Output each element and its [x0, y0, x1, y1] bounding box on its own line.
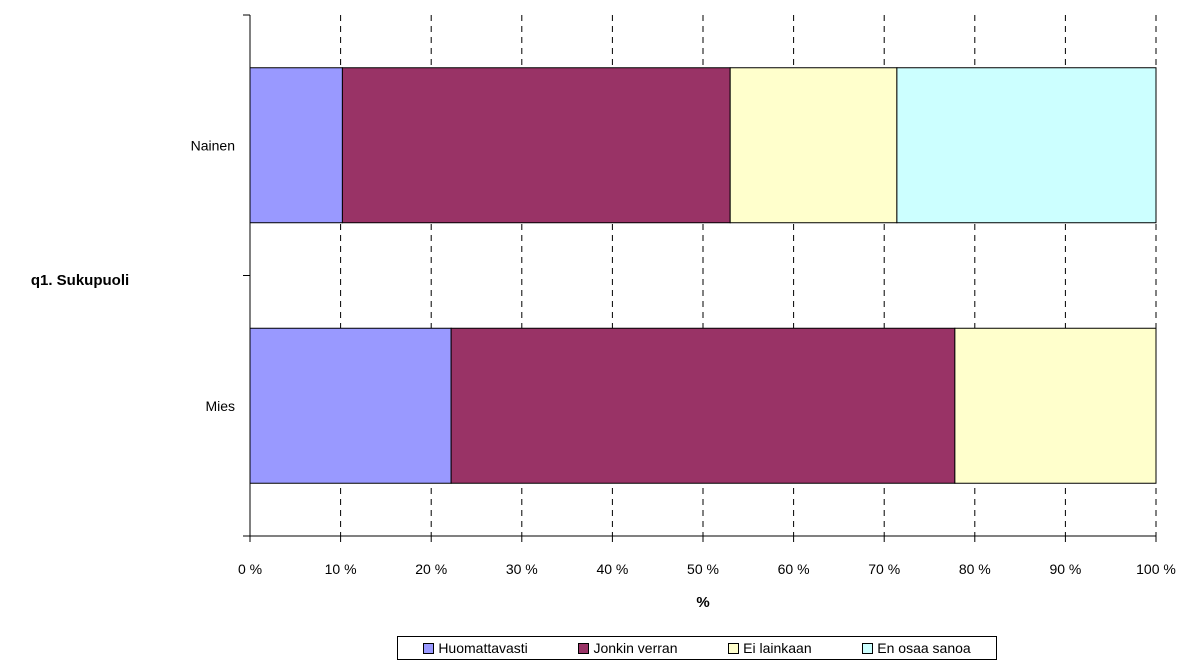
- x-tick-label: 10 %: [325, 561, 357, 577]
- x-tick-label: 30 %: [506, 561, 538, 577]
- bar-segment: [249, 67, 343, 224]
- bar-segment: [450, 327, 956, 484]
- x-tick-label: 50 %: [687, 561, 719, 577]
- axes: [243, 14, 1157, 542]
- bar-segment: [249, 327, 452, 484]
- legend-item: Huomattavasti: [423, 640, 528, 656]
- legend-label: En osaa sanoa: [877, 640, 971, 656]
- bars: [249, 67, 1157, 484]
- legend-swatch: [423, 642, 435, 654]
- bar-segment: [341, 67, 731, 224]
- legend-label: Huomattavasti: [438, 640, 528, 656]
- legend-swatch: [578, 642, 590, 654]
- bar-segment: [954, 327, 1157, 484]
- bar-segment: [729, 67, 898, 224]
- x-tick-label: 40 %: [596, 561, 628, 577]
- x-tick-label: 70 %: [868, 561, 900, 577]
- legend-label: Jonkin verran: [593, 640, 678, 656]
- legend-item: Jonkin verran: [578, 640, 677, 656]
- x-tick-label: 100 %: [1136, 561, 1176, 577]
- x-axis-title: %: [696, 594, 709, 611]
- category-label: Nainen: [191, 137, 235, 153]
- legend-item: En osaa sanoa: [862, 640, 971, 656]
- legend-swatch: [728, 642, 740, 654]
- x-tick-label: 60 %: [778, 561, 810, 577]
- legend-label: Ei lainkaan: [743, 640, 812, 656]
- x-tick-label: 20 %: [415, 561, 447, 577]
- y-axis-title: q1. Sukupuoli: [31, 272, 129, 289]
- x-tick-label: 0 %: [238, 561, 262, 577]
- x-tick-label: 80 %: [959, 561, 991, 577]
- legend-swatch: [862, 642, 874, 654]
- category-label: Mies: [205, 398, 235, 414]
- bar-segment: [896, 67, 1157, 224]
- legend-item: Ei lainkaan: [728, 640, 812, 656]
- x-tick-label: 90 %: [1049, 561, 1081, 577]
- legend: Huomattavasti Jonkin verran Ei lainkaan En …: [397, 636, 997, 660]
- tick-labels: Mies Nainen 0 % 10 % 20 % 30 % 40 % 50 % 60 % 70 …: [191, 137, 1176, 577]
